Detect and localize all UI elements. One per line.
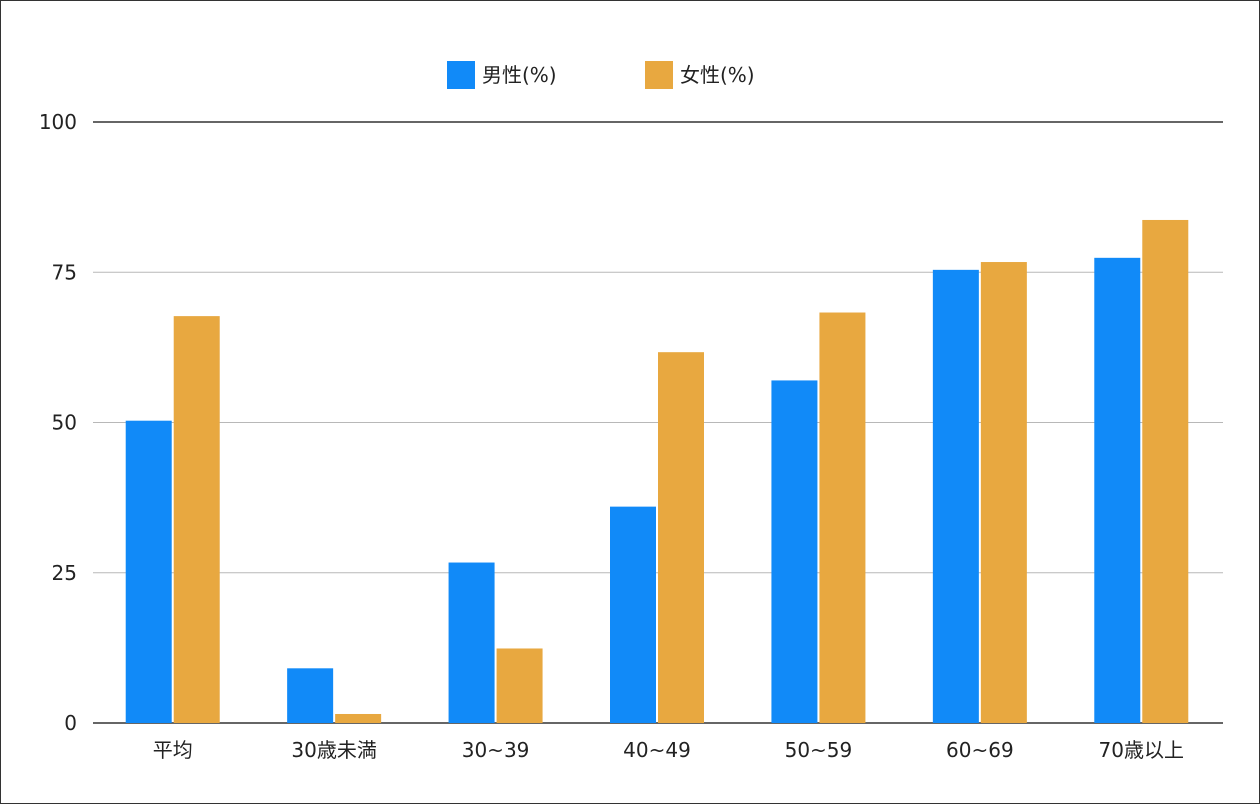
y-tick-label: 100	[39, 110, 77, 134]
y-tick-label: 25	[52, 561, 77, 585]
bar-male	[610, 506, 656, 723]
legend-swatch-female	[645, 61, 673, 89]
bar-female	[980, 262, 1027, 723]
x-tick-label: 30歳未満	[291, 738, 376, 762]
bar-male	[771, 380, 818, 723]
bars	[125, 219, 1189, 723]
x-tick-label: 50~59	[785, 738, 853, 762]
x-tick-label: 60~69	[946, 738, 1014, 762]
bar-female	[335, 713, 382, 723]
y-axis-ticks: 0 25 50 75 100	[39, 110, 77, 735]
bar-female	[658, 352, 704, 723]
bar-female	[1142, 219, 1189, 723]
bar-male	[448, 562, 495, 723]
y-tick-label: 75	[52, 260, 77, 284]
legend-label-male: 男性(%)	[482, 63, 557, 87]
bar-male	[932, 269, 979, 723]
bar-male	[287, 668, 334, 723]
bar-female	[173, 316, 220, 723]
bar-female	[496, 648, 543, 723]
x-axis-ticks: 平均 30歳未満 30~39 40~49 50~59 60~69 70歳以上	[153, 738, 1184, 762]
bar-female	[819, 312, 866, 723]
legend-swatch-male	[447, 61, 475, 89]
y-tick-label: 0	[64, 711, 77, 735]
y-tick-label: 50	[52, 411, 77, 435]
x-tick-label: 平均	[153, 738, 193, 762]
bar-male	[1094, 257, 1141, 723]
bar-male	[125, 420, 172, 723]
x-tick-label: 30~39	[462, 738, 530, 762]
x-tick-label: 40~49	[623, 738, 691, 762]
legend[interactable]: 男性(%) 女性(%)	[447, 61, 755, 89]
legend-label-female: 女性(%)	[680, 63, 755, 87]
x-tick-label: 70歳以上	[1099, 738, 1184, 762]
